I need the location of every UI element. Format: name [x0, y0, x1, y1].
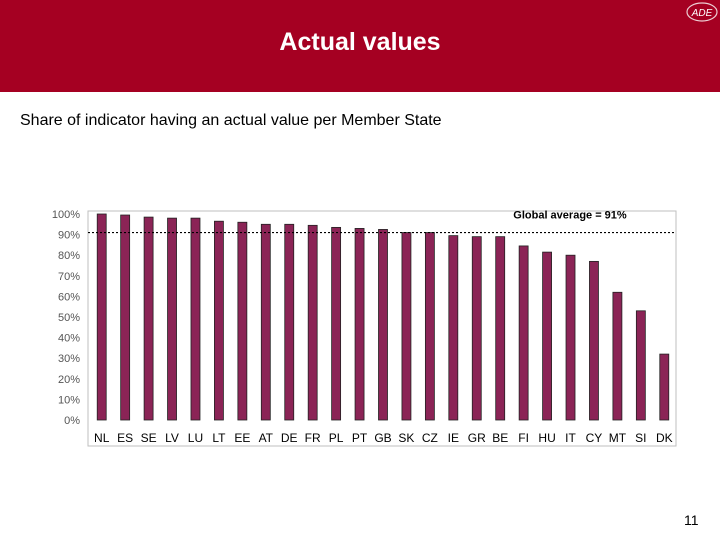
bar-mt	[612, 291, 623, 421]
x-tick-label: LV	[165, 431, 179, 445]
x-tick-label: LT	[212, 431, 226, 445]
x-tick-label: CZ	[422, 431, 438, 445]
x-tick-label: IT	[565, 431, 576, 445]
bar-hu	[542, 251, 552, 421]
bar-de	[284, 223, 295, 421]
x-tick-label: PL	[329, 431, 344, 445]
slide-title: Actual values	[279, 28, 441, 56]
x-axis: NL ES SE LV LU LT EE AT DE FR PL PT GB SK CZ IE GR BE FI HU…	[94, 431, 673, 445]
x-tick-label: SI	[635, 431, 646, 445]
bar-se	[143, 216, 154, 421]
x-tick-label: AT	[259, 431, 274, 445]
bar-pt	[354, 228, 365, 421]
x-tick-label: SE	[141, 431, 157, 445]
y-tick-label: 70%	[58, 271, 80, 283]
y-tick-label: 40%	[58, 333, 80, 345]
bar-pl	[331, 226, 342, 421]
bar-gr	[471, 236, 482, 421]
x-tick-label: HU	[538, 431, 555, 445]
bar-dk	[659, 353, 670, 421]
bar-chart: 0% 10% 20% 30% 40% 50% 60% 70% 80% 90% 100% NL ES SE…	[52, 209, 677, 447]
x-tick-label: EE	[234, 431, 250, 445]
x-tick-label: LU	[188, 431, 203, 445]
chart-subtitle: Share of indicator having an actual valu…	[20, 112, 442, 129]
bar-ee	[237, 221, 248, 421]
y-tick-label: 100%	[52, 209, 80, 221]
page-number: 11	[684, 512, 699, 528]
logo-text: ADE	[691, 8, 713, 19]
bar-series	[96, 213, 670, 421]
y-tick-label: 30%	[58, 353, 80, 365]
bar-nl	[96, 213, 107, 421]
x-tick-label: ES	[117, 431, 133, 445]
title-banner: Actual values ADE	[0, 0, 720, 92]
bar-cz	[424, 232, 435, 421]
bar-cy	[589, 260, 599, 421]
y-tick-label: 90%	[58, 230, 80, 242]
x-tick-label: NL	[94, 431, 110, 445]
y-tick-label: 50%	[58, 312, 80, 324]
x-tick-label: DK	[656, 431, 673, 445]
y-axis: 0% 10% 20% 30% 40% 50% 60% 70% 80% 90% 100%	[52, 209, 80, 427]
x-tick-label: SK	[398, 431, 414, 445]
y-tick-label: 80%	[58, 250, 80, 262]
bar-at	[260, 223, 271, 421]
x-tick-label: FI	[518, 431, 529, 445]
x-tick-label: IE	[448, 431, 459, 445]
y-tick-label: 20%	[58, 374, 80, 386]
bar-si	[635, 310, 646, 421]
y-tick-label: 60%	[58, 291, 80, 303]
y-tick-label: 10%	[58, 394, 80, 406]
y-tick-label: 0%	[64, 415, 80, 427]
x-tick-label: FR	[305, 431, 321, 445]
global-average-label: Global average = 91%	[513, 210, 627, 222]
bar-gb	[378, 229, 388, 421]
ade-logo-icon: ADE	[686, 2, 718, 22]
bar-sk	[401, 232, 412, 421]
bar-ie	[448, 235, 459, 421]
bar-lt	[214, 220, 224, 421]
bar-lu	[190, 217, 201, 421]
x-tick-label: PT	[352, 431, 368, 445]
bar-it	[565, 254, 576, 421]
x-tick-label: MT	[609, 431, 627, 445]
x-tick-label: DE	[281, 431, 298, 445]
bar-fi	[518, 245, 529, 421]
bar-es	[120, 214, 131, 421]
bar-lv	[167, 217, 177, 421]
x-tick-label: CY	[586, 431, 603, 445]
bar-be	[495, 236, 506, 421]
x-tick-label: BE	[492, 431, 508, 445]
bar-fr	[307, 224, 318, 421]
x-tick-label: GB	[374, 431, 391, 445]
x-tick-label: GR	[468, 431, 486, 445]
